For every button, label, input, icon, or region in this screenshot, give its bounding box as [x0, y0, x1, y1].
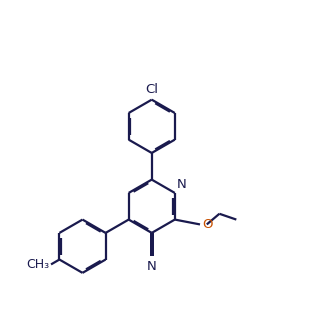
- Text: N: N: [147, 260, 156, 273]
- Text: Cl: Cl: [145, 83, 158, 96]
- Text: N: N: [177, 178, 186, 191]
- Text: O: O: [202, 218, 212, 231]
- Text: CH₃: CH₃: [26, 258, 49, 271]
